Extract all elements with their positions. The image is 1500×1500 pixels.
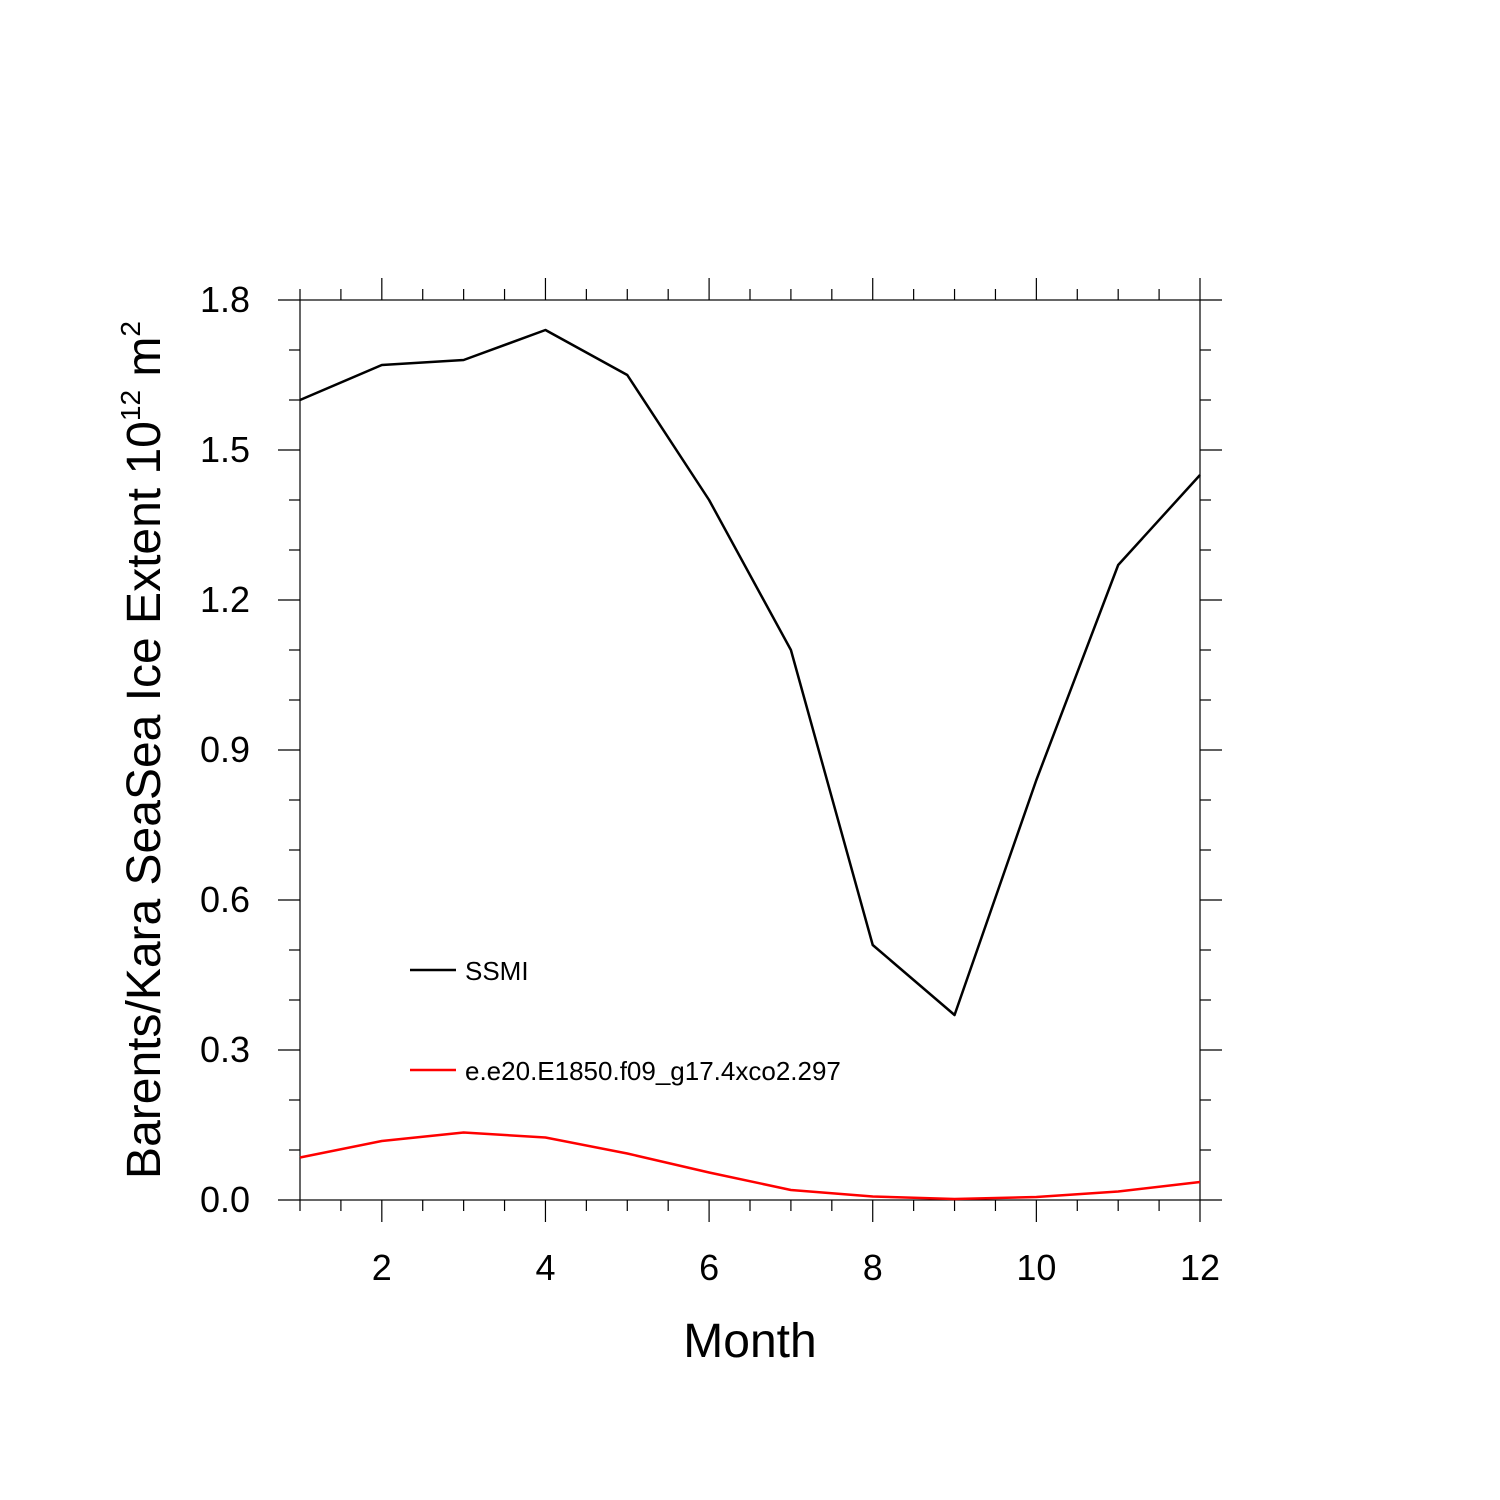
- legend-label-model: e.e20.E1850.f09_g17.4xco2.297: [465, 1056, 841, 1086]
- x-tick-label: 2: [372, 1247, 392, 1288]
- x-tick-label: 10: [1016, 1247, 1056, 1288]
- tick-labels: 2 4 6 8 10 12 0.0 0.3 0.6 0.9 1.2 1.5 1.8: [200, 279, 1220, 1288]
- x-tick-label: 4: [535, 1247, 555, 1288]
- y-tick-label: 1.8: [200, 279, 250, 320]
- axis-ticks: [278, 278, 1222, 1222]
- y-tick-label: 1.2: [200, 579, 250, 620]
- y-tick-label: 1.5: [200, 429, 250, 470]
- series-lines: [299, 328, 1201, 1201]
- x-axis-title: Month: [683, 1315, 816, 1368]
- y-tick-label: 0.0: [200, 1179, 250, 1220]
- series-line-0: [299, 328, 1201, 1017]
- y-axis-title: Barents/Kara SeaSea Ice Extent 1012 m2: [115, 321, 171, 1179]
- x-tick-label: 12: [1180, 1247, 1220, 1288]
- y-axis-title-unit-exponent: 2: [115, 321, 146, 337]
- x-tick-label: 8: [863, 1247, 883, 1288]
- y-tick-label: 0.6: [200, 879, 250, 920]
- legend-label-ssmi: SSMI: [465, 956, 529, 986]
- series-line-1: [299, 1131, 1201, 1201]
- y-axis-title-unit: m: [118, 337, 171, 390]
- y-tick-label: 0.9: [200, 729, 250, 770]
- y-axis-title-base: Barents/Kara SeaSea Ice Extent 10: [118, 421, 171, 1179]
- y-axis-title-exponent: 12: [115, 390, 146, 421]
- x-tick-label: 6: [699, 1247, 719, 1288]
- y-tick-label: 0.3: [200, 1029, 250, 1070]
- legend: SSMI e.e20.E1850.f09_g17.4xco2.297: [410, 956, 841, 1086]
